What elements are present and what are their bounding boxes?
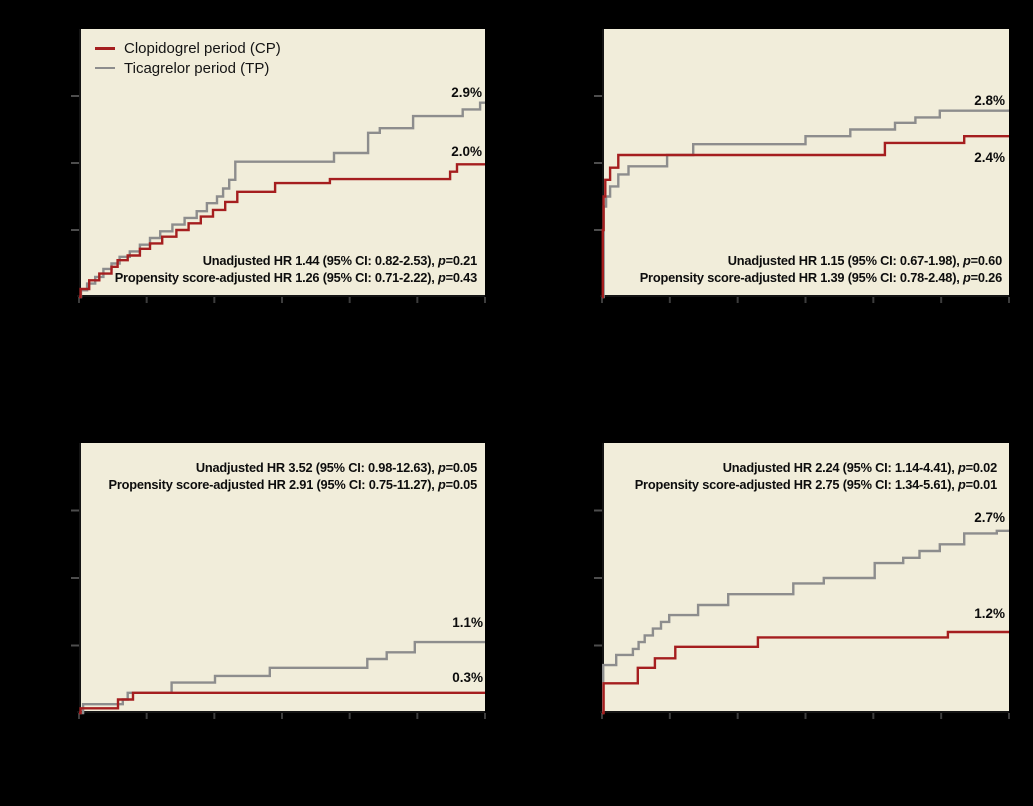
end-label-tp: 2.8% xyxy=(974,93,1005,108)
annotation-p-symbol: p xyxy=(962,253,971,268)
annotation-p-value: =0.26 xyxy=(970,269,1003,285)
legend-item-tp: Ticagrelor period (TP) xyxy=(95,58,281,78)
annotation-text: Unadjusted HR 1.44 (95% CI: 0.82-2.53), xyxy=(202,253,438,268)
annotation-p-symbol: p xyxy=(437,253,446,268)
km-curves-svg xyxy=(71,29,486,303)
annotation-text: Propensity score-adjusted HR 1.39 (95% C… xyxy=(639,269,963,285)
legend-label-tp: Ticagrelor period (TP) xyxy=(124,59,270,77)
panel-bottom-right: 2.7% 1.2% Unadjusted HR 2.24 (95% CI: 1.… xyxy=(594,443,1010,719)
annotation-line-adjusted: Propensity score-adjusted HR 1.39 (95% C… xyxy=(640,270,1002,287)
annotation-text: Propensity score-adjusted HR 1.26 (95% C… xyxy=(114,269,438,285)
annotation-line-adjusted: Propensity score-adjusted HR 2.75 (95% C… xyxy=(635,477,997,494)
annotation-p-value: =0.02 xyxy=(965,460,998,475)
annotation-p-value: =0.21 xyxy=(445,253,478,268)
annotation-text: Propensity score-adjusted HR 2.75 (95% C… xyxy=(634,476,958,492)
annotation-text: Unadjusted HR 1.15 (95% CI: 0.67-1.98), xyxy=(727,253,963,268)
annotation-p-value: =0.05 xyxy=(445,476,478,492)
annotation-line-unadjusted: Unadjusted HR 1.15 (95% CI: 0.67-1.98), … xyxy=(640,253,1002,270)
hr-annotation: Unadjusted HR 1.44 (95% CI: 0.82-2.53), … xyxy=(115,253,477,286)
annotation-p-symbol: p xyxy=(437,269,446,285)
panel-top-left: Clopidogrel period (CP) Ticagrelor perio… xyxy=(71,29,486,303)
end-label-cp: 2.0% xyxy=(451,144,482,159)
end-label-cp: 0.3% xyxy=(452,670,483,685)
hr-annotation: Unadjusted HR 3.52 (95% CI: 0.98-12.63),… xyxy=(109,460,478,493)
legend: Clopidogrel period (CP) Ticagrelor perio… xyxy=(95,38,281,78)
legend-item-cp: Clopidogrel period (CP) xyxy=(95,38,281,58)
cp-line-swatch-icon xyxy=(95,46,115,50)
tp-line-swatch-icon xyxy=(95,67,115,69)
panel-top-right: 2.8% 2.4% Unadjusted HR 1.15 (95% CI: 0.… xyxy=(594,29,1010,303)
annotation-text: Unadjusted HR 2.24 (95% CI: 1.14-4.41), xyxy=(722,460,958,475)
km-curves-svg xyxy=(71,443,486,719)
annotation-line-unadjusted: Unadjusted HR 3.52 (95% CI: 0.98-12.63),… xyxy=(109,460,478,477)
annotation-text: Propensity score-adjusted HR 2.91 (95% C… xyxy=(108,476,438,492)
annotation-p-symbol: p xyxy=(437,460,446,475)
annotation-line-unadjusted: Unadjusted HR 2.24 (95% CI: 1.14-4.41), … xyxy=(635,460,997,477)
annotation-line-adjusted: Propensity score-adjusted HR 2.91 (95% C… xyxy=(109,477,478,494)
annotation-p-symbol: p xyxy=(957,460,966,475)
end-label-tp: 2.7% xyxy=(974,510,1005,525)
end-label-tp: 2.9% xyxy=(451,85,482,100)
end-label-tp: 1.1% xyxy=(452,615,483,630)
end-label-cp: 2.4% xyxy=(974,150,1005,165)
km-curves-svg xyxy=(594,443,1010,719)
annotation-p-symbol: p xyxy=(957,476,966,492)
annotation-line-adjusted: Propensity score-adjusted HR 1.26 (95% C… xyxy=(115,270,477,287)
annotation-p-value: =0.01 xyxy=(965,476,998,492)
legend-label-cp: Clopidogrel period (CP) xyxy=(124,39,281,57)
annotation-p-symbol: p xyxy=(437,476,446,492)
annotation-text: Unadjusted HR 3.52 (95% CI: 0.98-12.63), xyxy=(195,460,438,475)
annotation-line-unadjusted: Unadjusted HR 1.44 (95% CI: 0.82-2.53), … xyxy=(115,253,477,270)
hr-annotation: Unadjusted HR 1.15 (95% CI: 0.67-1.98), … xyxy=(640,253,1002,286)
annotation-p-symbol: p xyxy=(962,269,971,285)
annotation-p-value: =0.43 xyxy=(445,269,478,285)
annotation-p-value: =0.60 xyxy=(970,253,1003,268)
km-curves-svg xyxy=(594,29,1010,303)
end-label-cp: 1.2% xyxy=(974,606,1005,621)
hr-annotation: Unadjusted HR 2.24 (95% CI: 1.14-4.41), … xyxy=(635,460,997,493)
panel-bottom-left: 1.1% 0.3% Unadjusted HR 3.52 (95% CI: 0.… xyxy=(71,443,486,719)
annotation-p-value: =0.05 xyxy=(445,460,478,475)
